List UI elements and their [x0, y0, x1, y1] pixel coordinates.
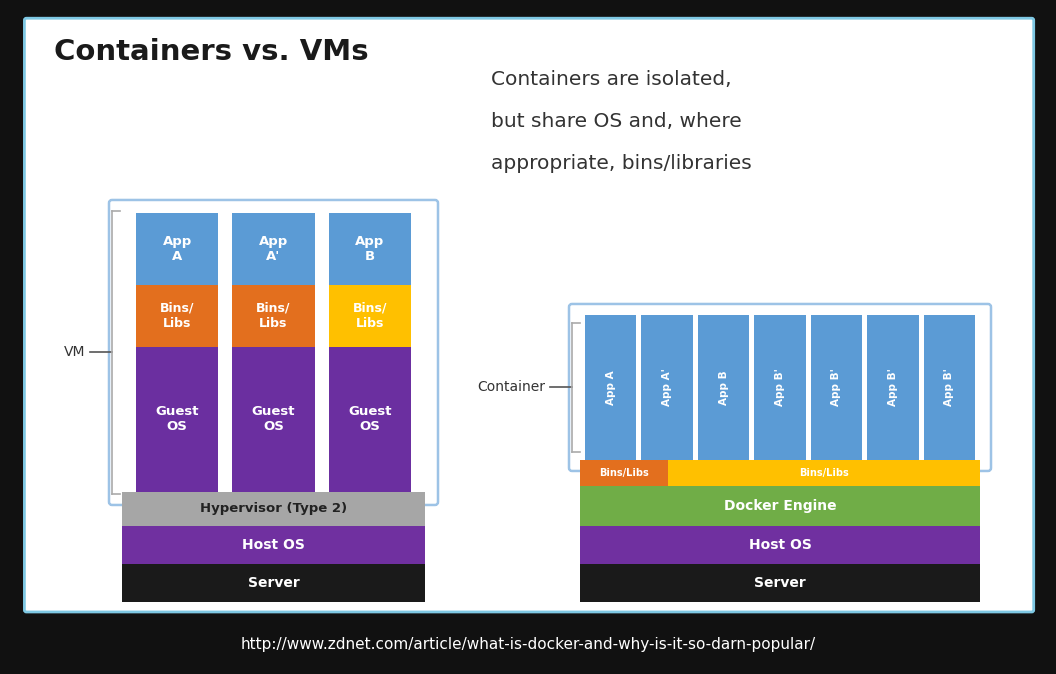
Bar [232, 347, 315, 492]
Bar [580, 564, 980, 602]
Text: Container: Container [477, 380, 545, 394]
Text: App
A': App A' [259, 235, 288, 263]
Text: Bins/
Libs: Bins/ Libs [353, 302, 388, 330]
Bar [580, 526, 980, 564]
Bar [668, 460, 980, 486]
Bar [136, 347, 219, 492]
Bar [811, 315, 862, 460]
Text: App B': App B' [944, 369, 955, 406]
Text: Guest
OS: Guest OS [155, 406, 199, 433]
Text: http://www.zdnet.com/article/what-is-docker-and-why-is-it-so-darn-popular/: http://www.zdnet.com/article/what-is-doc… [241, 636, 815, 652]
Bar [328, 347, 411, 492]
FancyBboxPatch shape [24, 18, 1034, 612]
Bar [136, 285, 219, 347]
FancyBboxPatch shape [109, 200, 438, 505]
Bar [698, 315, 750, 460]
Bar [754, 315, 806, 460]
Bar [924, 315, 975, 460]
Text: App A: App A [606, 370, 616, 405]
Text: appropriate, bins/libraries: appropriate, bins/libraries [491, 154, 752, 173]
Text: Bins/
Libs: Bins/ Libs [159, 302, 194, 330]
Bar [122, 526, 425, 564]
Text: App B: App B [718, 370, 729, 405]
Text: Hypervisor (Type 2): Hypervisor (Type 2) [200, 503, 347, 516]
FancyBboxPatch shape [569, 304, 991, 471]
Text: Bins/
Libs: Bins/ Libs [257, 302, 290, 330]
Text: App
B: App B [355, 235, 384, 263]
Text: Host OS: Host OS [749, 538, 811, 552]
Bar [585, 315, 637, 460]
Bar [232, 213, 315, 285]
Text: Host OS: Host OS [242, 538, 305, 552]
Bar [641, 315, 693, 460]
Text: but share OS and, where: but share OS and, where [491, 112, 742, 131]
Text: Guest
OS: Guest OS [251, 406, 296, 433]
Bar [232, 285, 315, 347]
Bar [580, 486, 980, 526]
Text: App B': App B' [775, 369, 785, 406]
Text: Server: Server [754, 576, 806, 590]
Bar [122, 564, 425, 602]
Text: Containers are isolated,: Containers are isolated, [491, 70, 732, 89]
Text: App B': App B' [888, 369, 898, 406]
Bar [122, 492, 425, 526]
Text: VM: VM [63, 346, 84, 359]
Text: Docker Engine: Docker Engine [723, 499, 836, 513]
Text: Server: Server [247, 576, 299, 590]
Text: Bins/Libs: Bins/Libs [599, 468, 648, 478]
Text: App A': App A' [662, 369, 672, 406]
Bar [867, 315, 919, 460]
Text: Bins/Libs: Bins/Libs [799, 468, 849, 478]
Bar [136, 213, 219, 285]
Text: Containers vs. VMs: Containers vs. VMs [55, 38, 369, 66]
Text: App B': App B' [831, 369, 842, 406]
Text: Guest
OS: Guest OS [348, 406, 392, 433]
Bar [328, 213, 411, 285]
Text: App
A: App A [163, 235, 192, 263]
Bar [328, 285, 411, 347]
Bar [580, 460, 668, 486]
